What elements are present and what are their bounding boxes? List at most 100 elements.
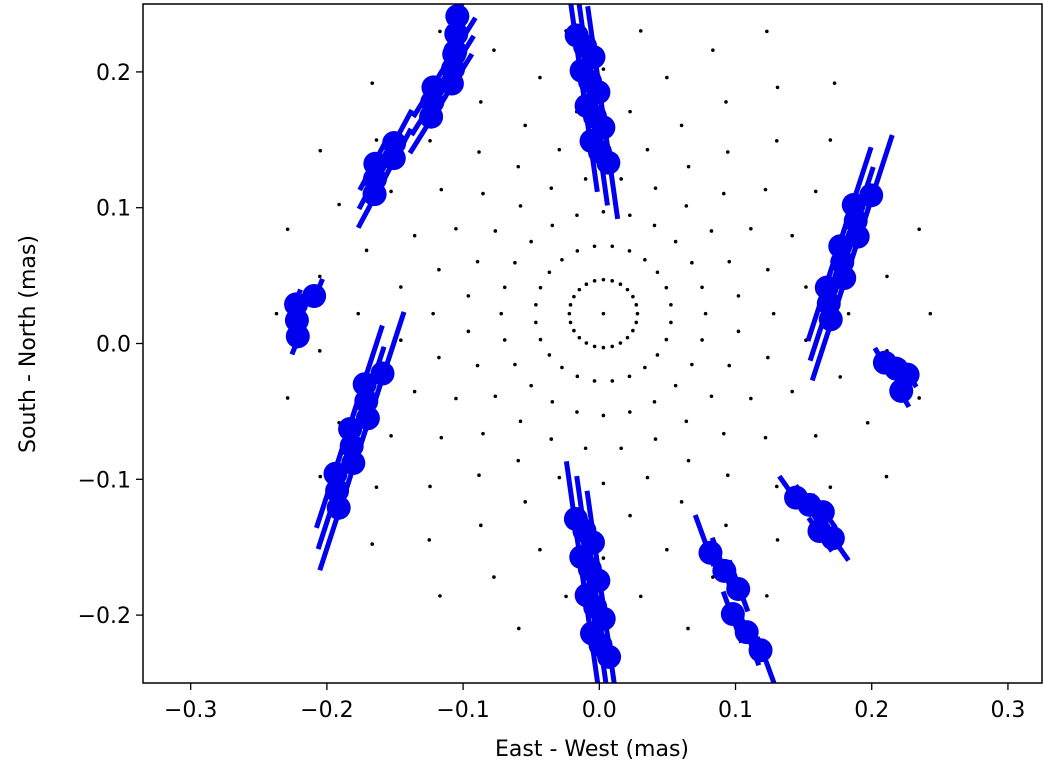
grid-dot <box>665 75 669 80</box>
measurement-point <box>352 372 377 397</box>
grid-dot <box>775 538 780 542</box>
grid-dot <box>592 379 597 383</box>
grid-dot <box>575 249 580 253</box>
model-grid-dots <box>274 29 933 642</box>
measurement-group <box>872 346 920 409</box>
x-axis-label: East - West (mas) <box>495 737 689 762</box>
y-tick-label: −0.2 <box>78 604 131 629</box>
grid-dot <box>601 311 606 316</box>
grid-dot <box>493 229 498 233</box>
x-tick-label: 0.2 <box>854 698 889 723</box>
grid-dot <box>437 355 441 360</box>
grid-dot <box>838 375 843 379</box>
grid-dot <box>568 320 573 325</box>
grid-dot <box>711 48 715 52</box>
measurement-group <box>563 460 622 683</box>
measurement-point <box>338 416 363 441</box>
grid-dot <box>389 434 393 438</box>
grid-dot <box>475 259 480 264</box>
grid-dot <box>466 329 471 334</box>
grid-dot <box>513 260 517 265</box>
grid-dot <box>673 383 678 388</box>
grid-dot <box>865 420 870 425</box>
measurement-point <box>597 644 622 669</box>
measurement-group <box>356 108 414 229</box>
grid-dot <box>493 394 498 399</box>
grid-dot <box>928 311 933 316</box>
x-tick-label: −0.3 <box>164 698 217 723</box>
grid-dot <box>601 67 606 71</box>
x-axis: −0.3 −0.2 −0.1 0.0 0.1 0.2 0.3 <box>164 683 1025 723</box>
grid-dot <box>634 320 639 325</box>
grid-dot <box>317 349 322 353</box>
grid-dot <box>724 100 728 104</box>
grid-dot <box>631 328 635 333</box>
measurement-group <box>777 474 851 562</box>
grid-dot <box>846 311 851 316</box>
grid-dot <box>568 303 573 307</box>
grid-dot <box>560 257 564 262</box>
grid-dot <box>477 473 481 478</box>
grid-dot <box>684 419 689 424</box>
plot-area <box>274 4 933 683</box>
grid-dot <box>610 379 615 383</box>
grid-dot <box>412 389 417 394</box>
grid-dot <box>538 337 543 342</box>
measurement-groups <box>284 4 920 683</box>
grid-dot <box>832 81 837 85</box>
grid-dot <box>389 189 393 194</box>
measurement-point <box>363 151 388 176</box>
grid-dot <box>549 437 554 441</box>
grid-dot <box>481 431 485 436</box>
grid-dot <box>765 29 769 34</box>
grid-dot <box>790 389 794 394</box>
measurement-point <box>284 292 309 317</box>
grid-dot <box>690 362 694 367</box>
grid-dot <box>592 244 597 249</box>
grid-dot <box>628 213 632 218</box>
grid-dot <box>700 338 704 342</box>
grid-dot <box>771 311 776 316</box>
grid-dot <box>721 191 726 196</box>
grid-dot <box>828 485 833 490</box>
measurement-group <box>407 16 478 155</box>
error-bar <box>372 311 407 404</box>
grid-dot <box>454 396 458 401</box>
grid-dot <box>547 270 552 275</box>
grid-dot <box>318 148 323 153</box>
measurement-point <box>698 540 723 565</box>
grid-dot <box>516 164 521 169</box>
grid-dot <box>364 248 369 253</box>
grid-dot <box>370 81 375 85</box>
grid-dot <box>575 213 579 218</box>
grid-dot <box>601 209 606 214</box>
grid-dot <box>477 150 481 154</box>
grid-dot <box>763 187 768 192</box>
grid-dot <box>557 147 562 152</box>
grid-dot <box>763 435 768 440</box>
grid-dot <box>635 311 640 316</box>
grid-dot <box>601 481 606 486</box>
grid-dot <box>655 270 660 275</box>
grid-dot <box>431 311 435 316</box>
measurement-point <box>421 75 446 100</box>
grid-dot <box>618 341 623 345</box>
grid-dot <box>709 229 714 233</box>
grid-dot <box>538 285 543 290</box>
grid-dot <box>374 138 379 142</box>
grid-dot <box>577 335 582 340</box>
grid-dot <box>557 475 562 480</box>
grid-dot <box>492 575 496 579</box>
grid-dot <box>645 475 650 480</box>
grid-dot <box>399 285 403 289</box>
grid-dot <box>427 538 432 542</box>
grid-dot <box>625 287 630 292</box>
grid-dot <box>885 274 889 279</box>
grid-dot <box>774 138 779 143</box>
grid-dot <box>479 100 483 104</box>
measurement-point <box>382 130 407 155</box>
grid-dot <box>439 187 444 192</box>
grid-dot <box>549 186 554 190</box>
grid-dot <box>653 186 658 190</box>
grid-dot <box>572 294 576 299</box>
